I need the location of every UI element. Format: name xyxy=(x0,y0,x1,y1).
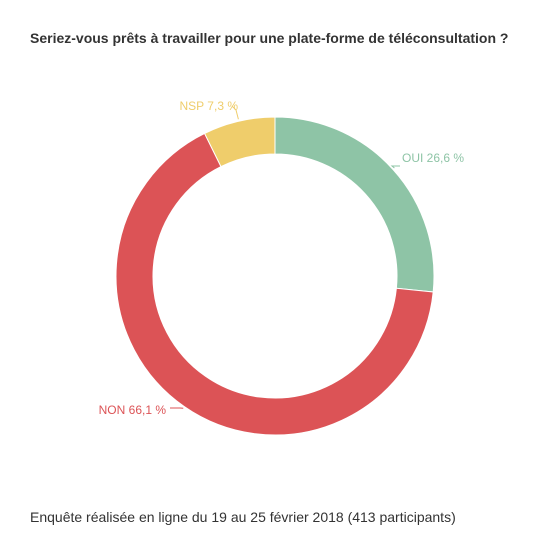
slice-label-non: NON 66,1 % xyxy=(99,403,167,417)
leader-line-nsp xyxy=(231,105,239,120)
slice-labels: OUI 26,6 % NON 66,1 % NSP 7,3 % xyxy=(99,99,465,417)
slice-label-oui: OUI 26,6 % xyxy=(402,151,464,165)
chart-footnote: Enquête réalisée en ligne du 19 au 25 fé… xyxy=(30,509,456,525)
donut-slices xyxy=(115,116,435,436)
slice-oui xyxy=(274,116,435,293)
slice-nsp xyxy=(203,116,276,168)
slice-label-nsp: NSP 7,3 % xyxy=(180,99,239,113)
slice-non xyxy=(115,132,434,436)
chart-title: Seriez-vous prêts à travailler pour une … xyxy=(30,30,509,46)
leader-line-oui xyxy=(390,165,400,169)
